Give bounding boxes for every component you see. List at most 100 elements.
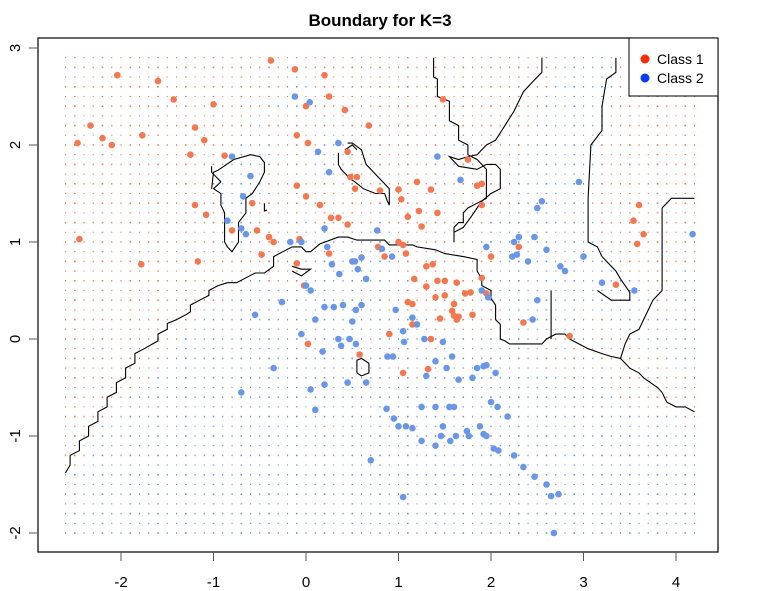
class1-point (467, 289, 474, 296)
class2-point (319, 348, 326, 355)
class1-point (291, 66, 299, 73)
plot-frame (37, 37, 719, 553)
class2-point (307, 386, 314, 393)
class1-point (191, 201, 199, 209)
class2-point (307, 287, 314, 294)
class2-point (238, 389, 245, 396)
boundary-segment (619, 197, 695, 359)
class2-point (336, 270, 343, 278)
class2-point (409, 314, 416, 322)
class1-point (327, 214, 335, 222)
class1-point (87, 122, 94, 129)
class2-point (423, 372, 430, 380)
class2-point (631, 287, 638, 294)
class2-point (314, 148, 322, 156)
class2-point (483, 243, 490, 251)
legend-class1-marker (640, 54, 650, 64)
class2-point (510, 452, 518, 459)
class2-point (473, 364, 481, 372)
class2-point (298, 330, 305, 338)
class2-point (492, 369, 499, 377)
class1-point (191, 124, 199, 131)
class2-point (270, 364, 277, 372)
class2-point (534, 296, 541, 304)
class1-point (478, 274, 486, 282)
class1-point (351, 185, 359, 192)
class1-point (418, 223, 425, 230)
x-tick-label: 0 (302, 574, 310, 591)
y-tick-label: 3 (7, 44, 24, 52)
class2-point (510, 238, 518, 246)
class1-point (108, 141, 116, 149)
class1-point (395, 238, 402, 246)
class1-point (515, 243, 523, 251)
class1-point (304, 139, 312, 147)
class1-point (402, 250, 410, 257)
x-tick-label: 2 (487, 574, 495, 591)
class1-point (441, 277, 449, 285)
class1-point (640, 230, 647, 238)
class1-point (381, 253, 388, 260)
class1-point (202, 211, 210, 219)
y-tick-label: 1 (7, 238, 24, 246)
class1-point (316, 201, 324, 209)
class1-point (409, 300, 416, 308)
class1-point (302, 193, 310, 200)
class2-point (325, 168, 333, 176)
class2-point (335, 335, 342, 343)
class2-point (524, 258, 532, 265)
class2-point (450, 403, 458, 411)
class2-point (278, 298, 286, 306)
y-axis: -2 -1 0 1 2 3 (7, 44, 38, 540)
class2-point (520, 463, 527, 471)
class2-point (432, 403, 439, 411)
class1-point (76, 235, 83, 243)
class1-point (450, 300, 458, 308)
class1-point (461, 290, 469, 297)
class2-point (328, 261, 336, 268)
class1-point (455, 313, 462, 321)
class2-point (478, 287, 486, 294)
boundary-segment (263, 203, 268, 212)
class2-point (287, 238, 294, 246)
class1-point (441, 292, 449, 299)
class1-point (469, 311, 476, 319)
class2-point (224, 217, 231, 224)
class2-point (439, 423, 447, 430)
class2-point (561, 267, 569, 275)
class1-point (139, 132, 146, 139)
class1-point (267, 57, 275, 64)
class2-point (689, 230, 696, 238)
class2-point (358, 254, 365, 261)
class2-point (346, 335, 353, 343)
class2-point (312, 316, 319, 323)
class1-point (398, 196, 405, 203)
class2-point (483, 361, 490, 369)
class1-point (335, 214, 342, 222)
class1-point (415, 207, 423, 215)
boundary-segment (344, 144, 358, 151)
class1-point (423, 263, 430, 270)
x-tick-label: 3 (579, 574, 587, 591)
class2-point (413, 321, 421, 328)
class1-point (432, 294, 439, 301)
class2-point (580, 253, 587, 260)
class1-point (270, 238, 277, 246)
class1-point (520, 319, 527, 326)
y-tick-label: -1 (7, 429, 24, 442)
class1-point (478, 201, 486, 209)
class2-point (352, 340, 360, 348)
x-tick-label: -1 (207, 574, 220, 591)
class2-point (555, 490, 562, 498)
y-tick-label: 0 (7, 335, 24, 343)
class2-point (378, 245, 386, 253)
class2-point (452, 432, 460, 440)
class2-point (432, 358, 439, 365)
class2-point (557, 263, 564, 270)
class2-point (298, 238, 305, 246)
class2-point (242, 230, 250, 238)
class1-point (210, 101, 217, 108)
class1-point (427, 186, 435, 193)
class1-point (635, 201, 643, 209)
class2-point (529, 316, 536, 323)
